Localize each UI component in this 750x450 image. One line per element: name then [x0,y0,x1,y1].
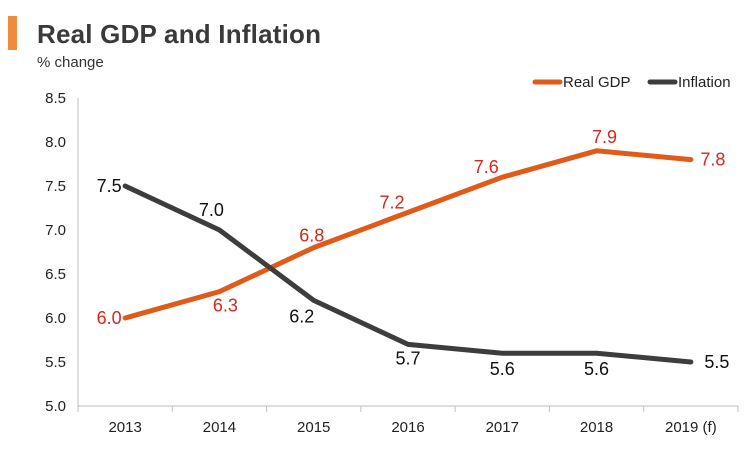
inflation-data-label: 5.7 [395,348,420,368]
inflation-data-label: 5.5 [704,352,729,372]
x-tick-label: 2017 [486,419,519,436]
inflation-data-label: 5.6 [584,359,609,379]
inflation-line [122,183,694,365]
y-tick-label: 6.0 [45,310,66,327]
y-tick-label: 5.5 [45,354,66,371]
x-tick-label: 2013 [108,419,141,436]
real-gdp-data-label: 7.8 [700,150,725,170]
x-tick-label: 2018 [580,419,613,436]
inflation-data-label: 7.0 [199,200,224,220]
chart-subtitle: % change [37,54,104,71]
y-tick-label: 8.0 [45,134,66,151]
x-tick-label: 2014 [203,419,236,436]
y-tick-label: 7.0 [45,222,66,239]
y-tick-label: 5.0 [45,398,66,415]
real-gdp-line [122,148,694,321]
legend-label-real-gdp: Real GDP [563,74,631,91]
inflation-data-label: 6.2 [289,306,314,326]
y-tick-label: 8.5 [45,90,66,107]
legend-label-inflation: Inflation [678,74,731,91]
y-tick-label: 6.5 [45,266,66,283]
real-gdp-data-label: 6.3 [213,296,238,316]
title-accent-bar [8,16,17,50]
x-tick-label: 2015 [297,419,330,436]
chart-title: Real GDP and Inflation [37,19,322,49]
real-gdp-data-label: 6.8 [299,226,324,246]
x-tick-label: 2016 [391,419,424,436]
x-tick-label: 2019 (f) [665,419,717,436]
real-gdp-data-label: 6.0 [97,308,122,328]
inflation-data-label: 5.6 [490,359,515,379]
real-gdp-data-label: 7.6 [474,157,499,177]
y-tick-label: 7.5 [45,178,66,195]
real-gdp-data-label: 7.2 [379,192,404,212]
real-gdp-data-label: 7.9 [592,127,617,147]
inflation-data-label: 7.5 [97,176,122,196]
